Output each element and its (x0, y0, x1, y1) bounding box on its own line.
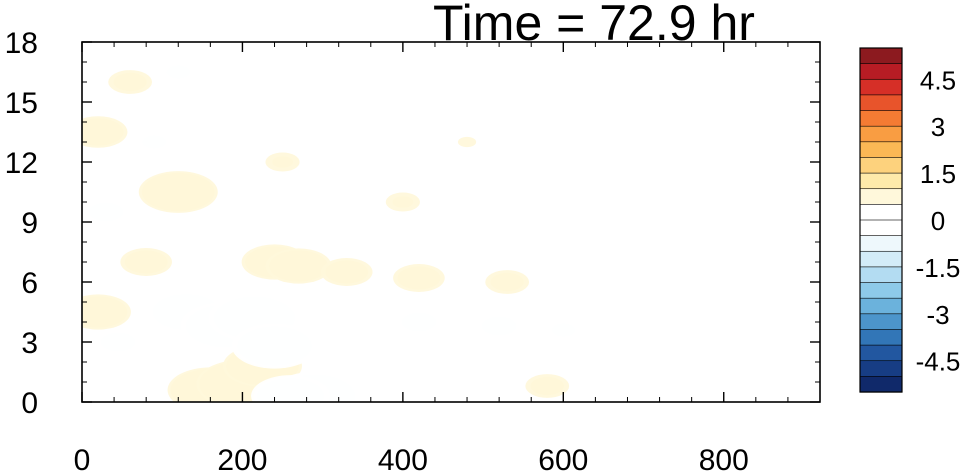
x-tick-label: 0 (74, 444, 91, 473)
field-feature (320, 258, 373, 286)
field-contour (525, 374, 570, 398)
field-contour (541, 318, 586, 342)
colorbar-swatch (859, 329, 903, 346)
field-feature (541, 318, 586, 342)
colorbar-swatch (859, 188, 903, 205)
y-tick-label: 18 (5, 27, 38, 60)
field-feature (132, 130, 177, 154)
colorbar-swatch (859, 125, 903, 143)
x-tick-label: 200 (217, 444, 267, 473)
colorbar-swatch (859, 266, 903, 284)
y-tick-label: 9 (21, 207, 38, 240)
colorbar-swatch (859, 235, 903, 252)
field-contour (393, 308, 445, 336)
colorbar-swatch (859, 219, 903, 237)
field-contour (385, 192, 420, 212)
field-contour (457, 136, 477, 148)
field-contour (393, 264, 445, 292)
field-feature (251, 375, 331, 402)
colorbar-swatch (859, 344, 903, 362)
plot-background (82, 42, 820, 402)
colorbar-swatch (859, 172, 903, 190)
colorbar-swatch (859, 360, 903, 377)
colorbar-label: -3 (926, 300, 949, 330)
colorbar-label: 1.5 (920, 159, 956, 189)
field-contour (132, 130, 177, 154)
y-tick-label: 3 (21, 327, 38, 360)
field-feature (138, 171, 218, 213)
x-tick-label: 800 (699, 444, 749, 473)
x-tick-label: 400 (378, 444, 428, 473)
y-tick-label: 0 (21, 387, 38, 420)
field-contour (82, 198, 132, 226)
field-contour (265, 152, 300, 172)
field-feature (457, 136, 477, 148)
colorbar-swatch (859, 47, 903, 65)
field-contour (156, 60, 201, 84)
colorbar-label: -1.5 (916, 253, 961, 283)
x-tick-label: 600 (538, 444, 588, 473)
y-tick-label: 15 (5, 87, 38, 120)
colorbar-swatch (859, 94, 903, 112)
field-contour (320, 258, 373, 286)
field-contour (265, 248, 332, 284)
chart-title: Time = 72.9 hr (433, 0, 755, 51)
field-contour (82, 294, 131, 330)
x-axis: 0 200 400 600 800 (74, 42, 789, 473)
field-feature (393, 264, 445, 292)
field-feature (82, 198, 132, 226)
colorbar-swatch (859, 78, 903, 96)
colorbar-label: -4.5 (916, 347, 961, 377)
field-feature (265, 152, 300, 172)
colorbar-label: 0 (931, 206, 945, 236)
colorbar: 4.5 3 1.5 0 -1.5 -3 -4.5 (859, 47, 961, 393)
y-tick-label: 6 (21, 267, 38, 300)
field-feature (120, 248, 172, 276)
field-feature (82, 294, 131, 330)
field-blobs (82, 60, 586, 402)
field-contour (120, 248, 172, 276)
colorbar-swatch (859, 313, 903, 331)
field-contour (473, 312, 525, 340)
field-contour (251, 375, 331, 402)
heatmap-area (82, 42, 820, 402)
colorbar-swatch (859, 204, 903, 221)
field-contour (138, 171, 218, 213)
field-feature (473, 312, 525, 340)
field-feature (393, 308, 445, 336)
colorbar-label: 3 (931, 112, 945, 142)
field-feature (265, 248, 332, 284)
field-contour (92, 328, 144, 356)
colorbar-label: 4.5 (920, 65, 956, 95)
colorbar-swatch (859, 297, 903, 315)
colorbar-swatch (859, 282, 903, 299)
y-tick-label: 12 (5, 147, 38, 180)
field-contour (82, 116, 128, 148)
colorbar-swatch (859, 157, 903, 174)
field-contour (108, 70, 153, 94)
colorbar-frame (859, 47, 903, 393)
colorbar-swatch (859, 376, 903, 393)
field-contour (485, 270, 530, 294)
field-feature (92, 328, 144, 356)
field-feature (385, 192, 420, 212)
colorbar-swatch (859, 250, 903, 268)
field-contour (231, 323, 318, 369)
colorbar-swatch (859, 63, 903, 80)
field-feature (82, 116, 128, 148)
colorbar-swatch (859, 141, 903, 159)
field-feature (485, 270, 530, 294)
field-feature (108, 70, 153, 94)
field-feature (525, 374, 570, 398)
field-feature (231, 323, 318, 369)
y-axis: 0 3 6 9 12 15 18 (5, 27, 820, 420)
colorbar-swatch (859, 110, 903, 127)
field-feature (156, 60, 201, 84)
